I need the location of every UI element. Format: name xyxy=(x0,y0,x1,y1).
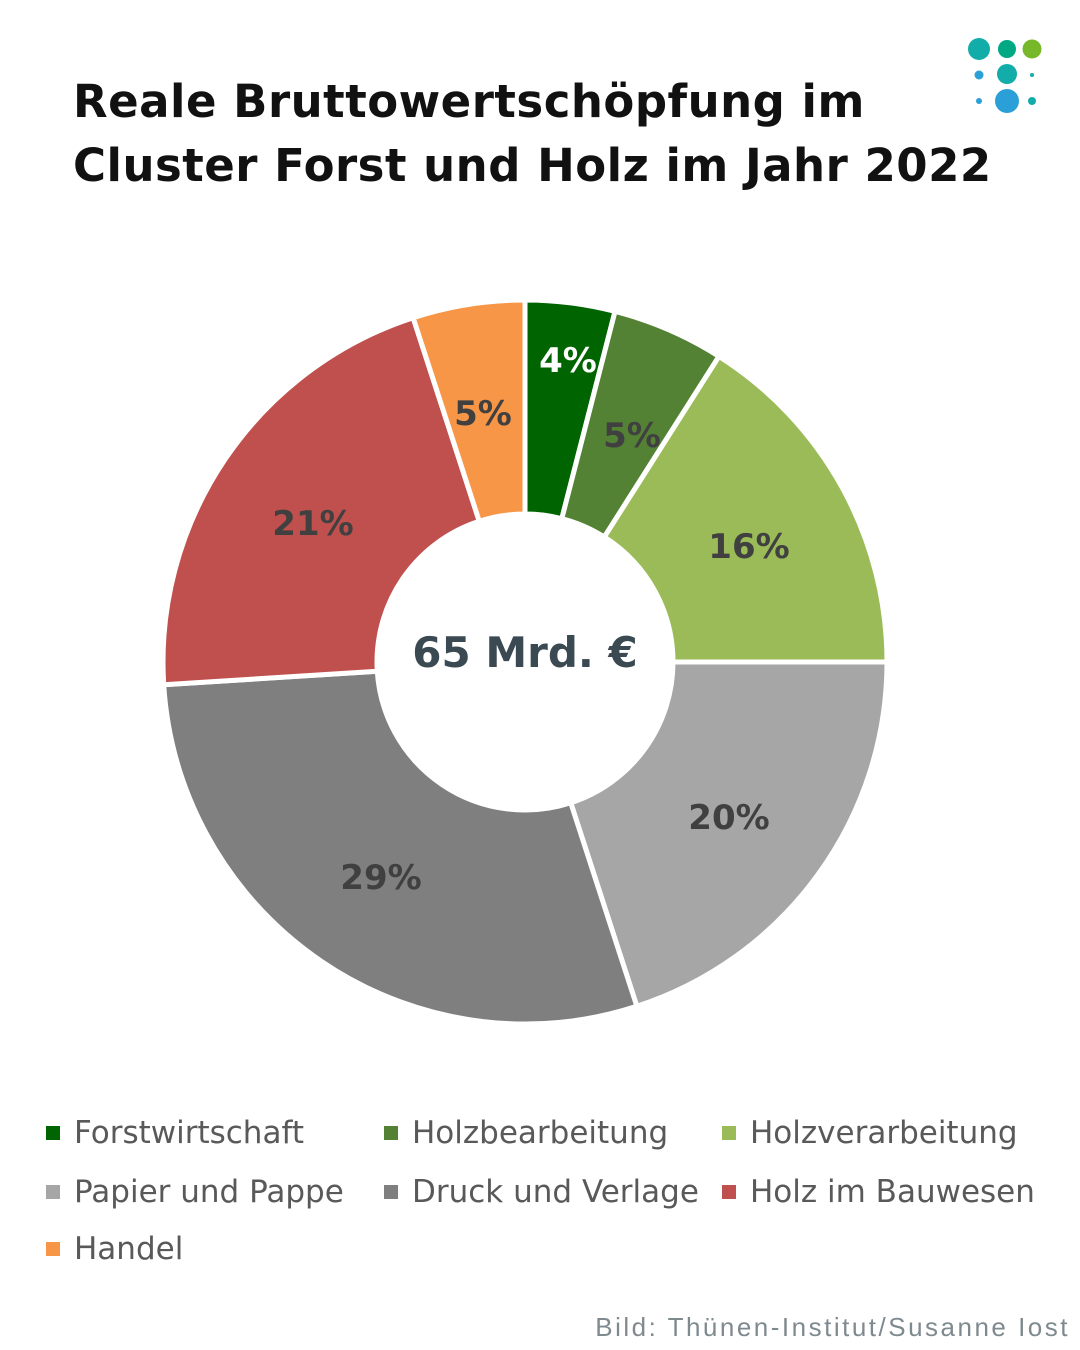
legend-label: Handel xyxy=(74,1231,184,1267)
data-label: 4% xyxy=(539,341,597,381)
data-label: 29% xyxy=(340,858,421,898)
data-label: 5% xyxy=(603,416,661,456)
slice-druck-und-verlage xyxy=(161,668,641,1027)
legend-label: Holzbearbeitung xyxy=(412,1115,669,1151)
slice-papier-und-pappe xyxy=(567,659,890,1010)
center-total-label: 65 Mrd. € xyxy=(412,628,637,677)
legend-item: Holzverarbeitung xyxy=(722,1115,1018,1151)
legend-label: Forstwirtschaft xyxy=(74,1115,304,1151)
legend-label: Holz im Bauwesen xyxy=(750,1174,1035,1210)
legend-label: Papier und Pappe xyxy=(74,1174,344,1210)
data-label: 20% xyxy=(688,798,769,838)
legend-item: Forstwirtschaft xyxy=(46,1115,304,1151)
title-line-2: Cluster Forst und Holz im Jahr 2022 xyxy=(73,139,992,192)
legend-swatch xyxy=(722,1126,736,1140)
slice-holzverarbeitung xyxy=(600,352,890,665)
legend-label: Druck und Verlage xyxy=(412,1174,699,1210)
data-label: 16% xyxy=(708,527,789,567)
chart-title: Reale Bruttowertschöpfung im Cluster For… xyxy=(73,70,992,198)
title-line-1: Reale Bruttowertschöpfung im xyxy=(73,75,865,128)
image-credit: Bild: Thünen-Institut/Susanne Iost xyxy=(595,1312,1070,1342)
legend-swatch xyxy=(46,1242,60,1256)
legend-label: Holzverarbeitung xyxy=(750,1115,1018,1151)
legend-swatch xyxy=(384,1185,398,1199)
slice-handel xyxy=(409,297,528,525)
legend-swatch xyxy=(46,1126,60,1140)
legend-swatch xyxy=(384,1126,398,1140)
slice-holz-im-bauwesen xyxy=(160,314,483,688)
legend-item: Handel xyxy=(46,1231,183,1267)
legend-swatch xyxy=(46,1185,60,1199)
legend-item: Holzbearbeitung xyxy=(384,1115,668,1151)
legend-swatch xyxy=(722,1185,736,1199)
thuenen-logo-icon xyxy=(968,38,1042,113)
legend-item: Papier und Pappe xyxy=(46,1174,344,1210)
legend-item: Druck und Verlage xyxy=(384,1174,699,1210)
data-label: 5% xyxy=(454,394,512,434)
data-label: 21% xyxy=(272,504,353,544)
legend-item: Holz im Bauwesen xyxy=(722,1174,1035,1210)
